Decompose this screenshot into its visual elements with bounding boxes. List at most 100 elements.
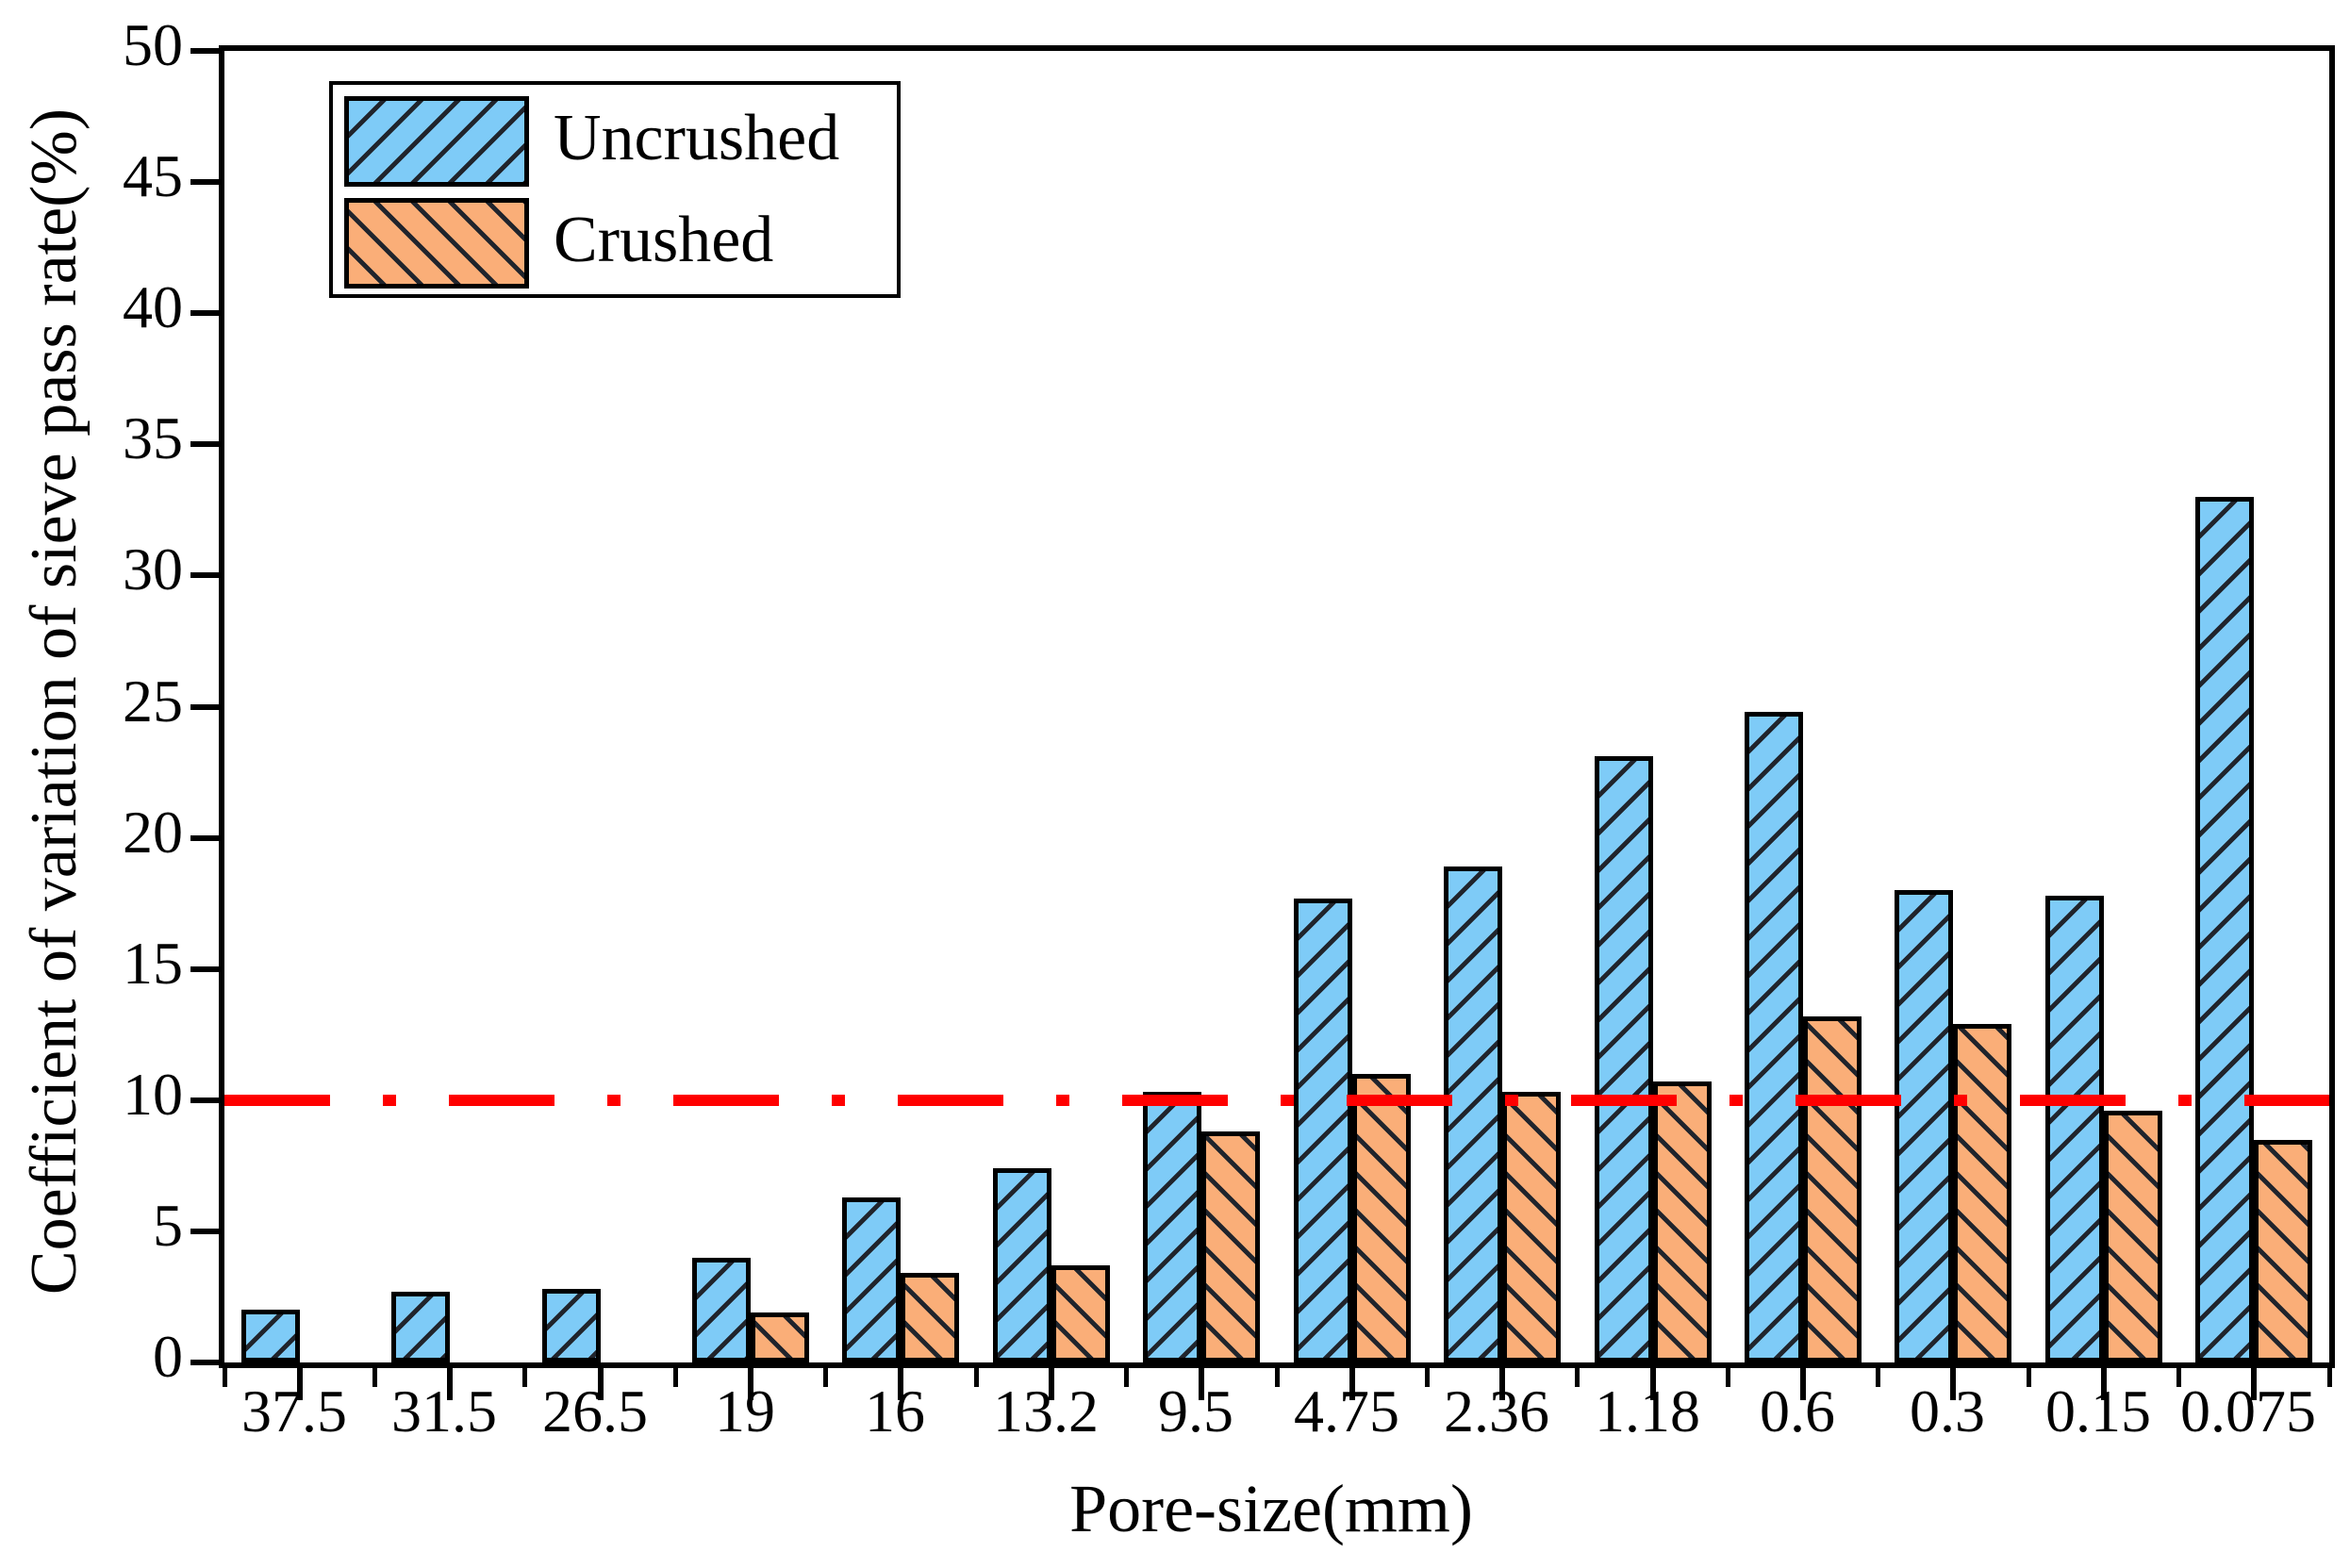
x-tick-label-26.5: 26.5 bbox=[542, 1378, 648, 1444]
uncrushed-swatch-icon bbox=[344, 96, 529, 187]
bar-uncrushed-13.2 bbox=[993, 1168, 1051, 1362]
x-tick-major-19 bbox=[748, 1368, 753, 1400]
x-tick-label-13.2: 13.2 bbox=[993, 1378, 1099, 1444]
x-tick-minor-6 bbox=[1124, 1368, 1129, 1387]
x-tick-label-31.5: 31.5 bbox=[391, 1378, 497, 1444]
bar-uncrushed-19 bbox=[692, 1258, 751, 1362]
x-tick-minor-8 bbox=[1425, 1368, 1430, 1387]
bar-crushed-1.18 bbox=[1653, 1081, 1712, 1362]
x-tick-major-0.15 bbox=[2101, 1368, 2107, 1400]
x-tick-minor-9 bbox=[1575, 1368, 1580, 1387]
x-tick-major-0.3 bbox=[1950, 1368, 1956, 1400]
legend-label-crushed: Crushed bbox=[554, 204, 774, 277]
y-tick-label-50: 50 bbox=[123, 11, 183, 78]
y-tick-25 bbox=[190, 704, 219, 710]
x-tick-minor-4 bbox=[823, 1368, 828, 1387]
bar-uncrushed-16 bbox=[842, 1197, 901, 1362]
bar-uncrushed-0.3 bbox=[1895, 890, 1953, 1362]
y-tick-label-10: 10 bbox=[123, 1061, 183, 1128]
y-tick-label-0: 0 bbox=[153, 1323, 183, 1390]
x-tick-major-26.5 bbox=[598, 1368, 604, 1400]
x-tick-label-0.15: 0.15 bbox=[2045, 1378, 2151, 1444]
x-tick-label-0.075: 0.075 bbox=[2180, 1378, 2316, 1444]
y-tick-0 bbox=[190, 1360, 219, 1365]
x-tick-minor-3 bbox=[673, 1368, 678, 1387]
y-tick-label-45: 45 bbox=[123, 142, 183, 209]
x-tick-major-9.5 bbox=[1199, 1368, 1204, 1400]
x-tick-major-31.5 bbox=[447, 1368, 453, 1400]
x-tick-minor-2 bbox=[522, 1368, 527, 1387]
x-tick-minor-11 bbox=[1876, 1368, 1880, 1387]
x-tick-label-2.36: 2.36 bbox=[1444, 1378, 1549, 1444]
x-tick-minor-7 bbox=[1275, 1368, 1280, 1387]
bar-crushed-4.75 bbox=[1352, 1074, 1411, 1362]
x-axis-title: Pore-size(mm) bbox=[1069, 1471, 1473, 1546]
bar-uncrushed-26.5 bbox=[542, 1289, 601, 1362]
x-tick-label-4.75: 4.75 bbox=[1294, 1378, 1399, 1444]
y-tick-label-15: 15 bbox=[123, 930, 183, 997]
y-tick-50 bbox=[190, 48, 219, 54]
y-tick-label-35: 35 bbox=[123, 404, 183, 471]
bar-uncrushed-2.36 bbox=[1444, 867, 1502, 1362]
legend: Uncrushed Crushed bbox=[329, 81, 901, 298]
y-tick-15 bbox=[190, 966, 219, 972]
y-tick-45 bbox=[190, 179, 219, 185]
x-tick-major-0.075 bbox=[2251, 1368, 2257, 1400]
bar-crushed-0.3 bbox=[1953, 1024, 2011, 1362]
x-tick-major-13.2 bbox=[1049, 1368, 1054, 1400]
x-tick-minor-5 bbox=[974, 1368, 979, 1387]
bar-crushed-2.36 bbox=[1502, 1092, 1561, 1362]
x-tick-major-4.75 bbox=[1349, 1368, 1355, 1400]
legend-label-uncrushed: Uncrushed bbox=[554, 102, 840, 175]
x-tick-label-16: 16 bbox=[865, 1378, 925, 1444]
y-tick-label-30: 30 bbox=[123, 536, 183, 602]
bar-uncrushed-0.15 bbox=[2045, 896, 2104, 1362]
y-tick-label-20: 20 bbox=[123, 799, 183, 866]
bar-crushed-0.6 bbox=[1803, 1016, 1862, 1362]
y-tick-label-5: 5 bbox=[153, 1192, 183, 1259]
plot-area bbox=[190, 45, 2335, 1400]
x-tick-major-2.36 bbox=[1499, 1368, 1505, 1400]
y-tick-20 bbox=[190, 835, 219, 841]
y-axis-title: Coefficient of variation of sieve pass r… bbox=[18, 107, 91, 1296]
x-tick-label-37.5: 37.5 bbox=[241, 1378, 347, 1444]
y-tick-label-40: 40 bbox=[123, 273, 183, 340]
y-tick-35 bbox=[190, 441, 219, 447]
y-tick-label-25: 25 bbox=[123, 668, 183, 734]
x-tick-label-19: 19 bbox=[715, 1378, 775, 1444]
reference-line bbox=[224, 1095, 2329, 1106]
x-tick-major-1.18 bbox=[1650, 1368, 1656, 1400]
bar-crushed-13.2 bbox=[1051, 1265, 1110, 1362]
bar-uncrushed-37.5 bbox=[241, 1310, 300, 1362]
x-tick-label-0.6: 0.6 bbox=[1760, 1378, 1835, 1444]
x-tick-minor-0 bbox=[223, 1368, 227, 1387]
x-tick-minor-10 bbox=[1726, 1368, 1730, 1387]
bar-uncrushed-0.6 bbox=[1745, 712, 1803, 1362]
bar-crushed-0.075 bbox=[2254, 1140, 2312, 1362]
x-tick-label-1.18: 1.18 bbox=[1595, 1378, 1700, 1444]
x-tick-major-0.6 bbox=[1800, 1368, 1806, 1400]
bar-uncrushed-9.5 bbox=[1143, 1092, 1201, 1362]
crushed-swatch-icon bbox=[344, 198, 529, 289]
y-tick-30 bbox=[190, 572, 219, 578]
bar-crushed-16 bbox=[901, 1273, 959, 1362]
x-tick-major-16 bbox=[898, 1368, 903, 1400]
y-tick-40 bbox=[190, 310, 219, 316]
x-tick-minor-12 bbox=[2027, 1368, 2031, 1387]
x-tick-minor-14 bbox=[2327, 1368, 2332, 1387]
bar-uncrushed-31.5 bbox=[391, 1292, 450, 1362]
x-tick-major-37.5 bbox=[297, 1368, 303, 1400]
bar-uncrushed-1.18 bbox=[1595, 756, 1653, 1362]
bar-crushed-19 bbox=[751, 1312, 809, 1362]
bar-crushed-9.5 bbox=[1201, 1131, 1260, 1362]
x-tick-label-9.5: 9.5 bbox=[1158, 1378, 1233, 1444]
y-tick-10 bbox=[190, 1098, 219, 1103]
y-tick-5 bbox=[190, 1229, 219, 1234]
bar-uncrushed-0.075 bbox=[2195, 497, 2254, 1362]
bar-uncrushed-4.75 bbox=[1294, 899, 1352, 1362]
x-tick-minor-13 bbox=[2176, 1368, 2181, 1387]
bar-crushed-0.15 bbox=[2104, 1111, 2162, 1362]
x-tick-label-0.3: 0.3 bbox=[1910, 1378, 1985, 1444]
x-tick-minor-1 bbox=[372, 1368, 377, 1387]
